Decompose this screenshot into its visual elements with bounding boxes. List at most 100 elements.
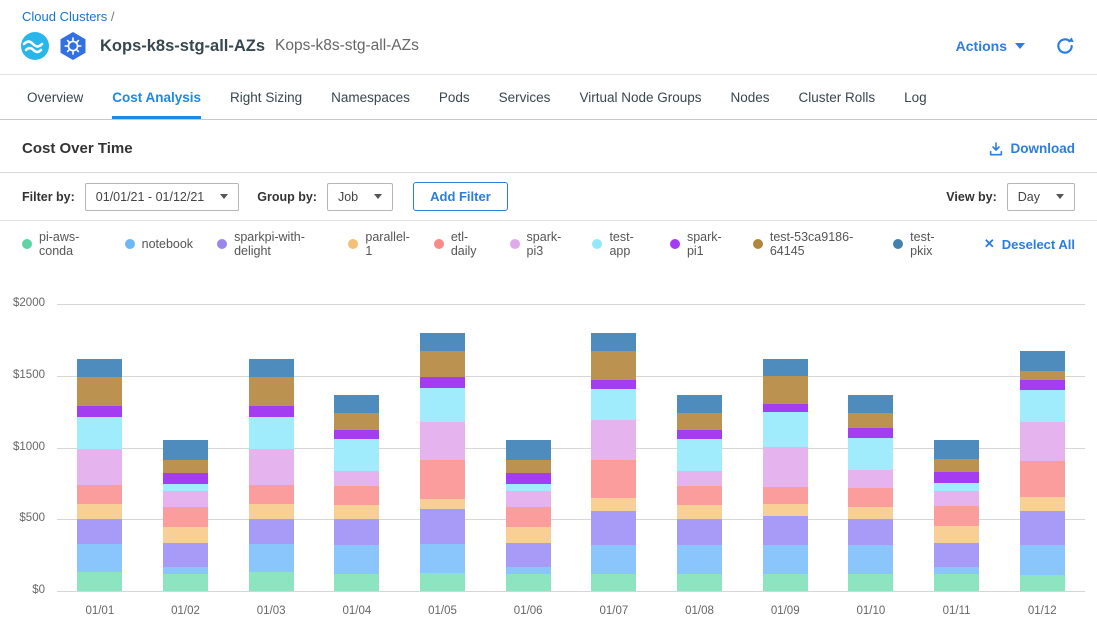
bar-segment-sparkpi-with-delight[interactable] [334,519,380,546]
tab-nodes[interactable]: Nodes [730,89,770,105]
bar-segment-etl-daily[interactable] [334,485,380,505]
legend-item-pi-aws-conda[interactable]: pi-aws-conda [22,230,101,258]
bar-segment-pi-aws-conda[interactable] [1019,574,1065,591]
bar-segment-test-pkix[interactable] [762,358,808,376]
deselect-all-button[interactable]: ✕ Deselect All [984,236,1075,252]
bar-segment-pi-aws-conda[interactable] [163,573,208,591]
tab-cost-analysis[interactable]: Cost Analysis [112,75,202,119]
breadcrumb-link-cloud-clusters[interactable]: Cloud Clusters [22,9,108,24]
bar-segment-test-53ca9186-64145[interactable] [848,413,894,429]
bar-segment-spark-pi3[interactable] [334,470,380,486]
bar-segment-spark-pi3[interactable] [591,420,637,460]
bar-segment-notebook[interactable] [677,545,723,574]
bar-segment-spark-pi1[interactable] [934,471,980,484]
bar-segment-etl-daily[interactable] [77,484,123,504]
tab-overview[interactable]: Overview [27,89,84,105]
view-by-select[interactable]: Day [1006,182,1075,211]
bar-segment-sparkpi-with-delight[interactable] [762,515,808,546]
bar-segment-pi-aws-conda[interactable] [420,573,466,591]
bar-segment-sparkpi-with-delight[interactable] [591,511,637,546]
bar-segment-test-app[interactable] [762,412,808,447]
legend-item-spark-pi1[interactable]: spark-pi1 [669,230,729,258]
bar-segment-test-app[interactable] [248,417,294,449]
bar-segment-test-53ca9186-64145[interactable] [591,350,637,381]
bar-segment-test-app[interactable] [163,484,208,492]
bar-segment-etl-daily[interactable] [1019,461,1065,498]
bar-segment-test-53ca9186-64145[interactable] [163,459,208,473]
bar-segment-sparkpi-with-delight[interactable] [248,518,294,544]
bar-segment-test-pkix[interactable] [505,440,551,460]
group-by-select[interactable]: Job [326,182,394,211]
bar-segment-spark-pi1[interactable] [591,380,637,389]
bar-segment-test-pkix[interactable] [1019,351,1065,371]
bar-segment-pi-aws-conda[interactable] [591,573,637,591]
legend-item-test-app[interactable]: test-app [592,230,646,258]
bar-segment-spark-pi1[interactable] [248,405,294,418]
bar-segment-pi-aws-conda[interactable] [505,573,551,591]
bar-segment-notebook[interactable] [934,566,980,574]
bar-segment-spark-pi3[interactable] [163,491,208,508]
bar-segment-test-53ca9186-64145[interactable] [77,377,123,406]
bar-segment-sparkpi-with-delight[interactable] [934,542,980,567]
bar-segment-notebook[interactable] [334,545,380,574]
bar-segment-etl-daily[interactable] [762,487,808,505]
bar-segment-spark-pi3[interactable] [77,448,123,485]
tab-services[interactable]: Services [498,89,551,105]
bar-segment-notebook[interactable] [591,545,637,574]
bar-segment-parallel-1[interactable] [677,504,723,520]
bar-segment-spark-pi3[interactable] [848,469,894,488]
bar-segment-spark-pi1[interactable] [1019,380,1065,391]
bar-segment-sparkpi-with-delight[interactable] [163,542,208,567]
bar-segment-parallel-1[interactable] [762,504,808,516]
bar-segment-test-app[interactable] [77,417,123,449]
actions-button[interactable]: Actions [956,38,1025,54]
legend-item-etl-daily[interactable]: etl-daily [433,230,486,258]
bar-segment-test-53ca9186-64145[interactable] [505,459,551,473]
bar-segment-test-53ca9186-64145[interactable] [934,459,980,472]
tab-virtual-node-groups[interactable]: Virtual Node Groups [579,89,702,105]
tab-pods[interactable]: Pods [438,89,470,105]
bar-segment-etl-daily[interactable] [420,460,466,500]
bar-segment-test-53ca9186-64145[interactable] [334,413,380,430]
bar-segment-parallel-1[interactable] [591,498,637,512]
legend-item-test-pkix[interactable]: test-pkix [893,230,948,258]
bar-segment-test-app[interactable] [1019,390,1065,422]
bar-segment-spark-pi3[interactable] [505,491,551,508]
date-range-select[interactable]: 01/01/21 - 01/12/21 [84,182,240,211]
bar-segment-parallel-1[interactable] [420,499,466,510]
tab-cluster-rolls[interactable]: Cluster Rolls [798,89,876,105]
bar-segment-pi-aws-conda[interactable] [677,573,723,591]
bar-segment-parallel-1[interactable] [334,504,380,520]
bar-segment-test-app[interactable] [848,438,894,470]
bar-segment-sparkpi-with-delight[interactable] [77,518,123,544]
bar-segment-notebook[interactable] [77,543,123,573]
bar-segment-etl-daily[interactable] [505,507,551,528]
bar-segment-parallel-1[interactable] [505,527,551,543]
bar-segment-parallel-1[interactable] [77,503,123,519]
bar-segment-notebook[interactable] [163,566,208,574]
bar-segment-test-app[interactable] [505,484,551,492]
bar-segment-test-app[interactable] [334,438,380,471]
bar-segment-test-pkix[interactable] [591,332,637,351]
bar-segment-parallel-1[interactable] [163,527,208,543]
add-filter-button[interactable]: Add Filter [413,182,508,211]
bar-segment-spark-pi3[interactable] [677,470,723,486]
bar-segment-spark-pi3[interactable] [248,448,294,485]
bar-segment-spark-pi3[interactable] [420,421,466,461]
bar-segment-notebook[interactable] [420,544,466,574]
legend-item-parallel-1[interactable]: parallel-1 [348,230,410,258]
bar-segment-test-pkix[interactable] [848,395,894,414]
bar-segment-sparkpi-with-delight[interactable] [677,519,723,546]
bar-segment-pi-aws-conda[interactable] [934,573,980,591]
bar-segment-sparkpi-with-delight[interactable] [848,519,894,546]
bar-segment-test-53ca9186-64145[interactable] [762,375,808,404]
legend-item-notebook[interactable]: notebook [124,237,193,251]
bar-segment-test-53ca9186-64145[interactable] [677,413,723,430]
bar-segment-spark-pi1[interactable] [420,376,466,388]
bar-segment-test-53ca9186-64145[interactable] [420,350,466,377]
bar-segment-test-pkix[interactable] [677,395,723,414]
legend-item-test-53ca9186-64145[interactable]: test-53ca9186-64145 [752,230,869,258]
bar-segment-test-app[interactable] [934,483,980,492]
bar-segment-test-pkix[interactable] [163,440,208,460]
bar-segment-test-pkix[interactable] [334,395,380,414]
